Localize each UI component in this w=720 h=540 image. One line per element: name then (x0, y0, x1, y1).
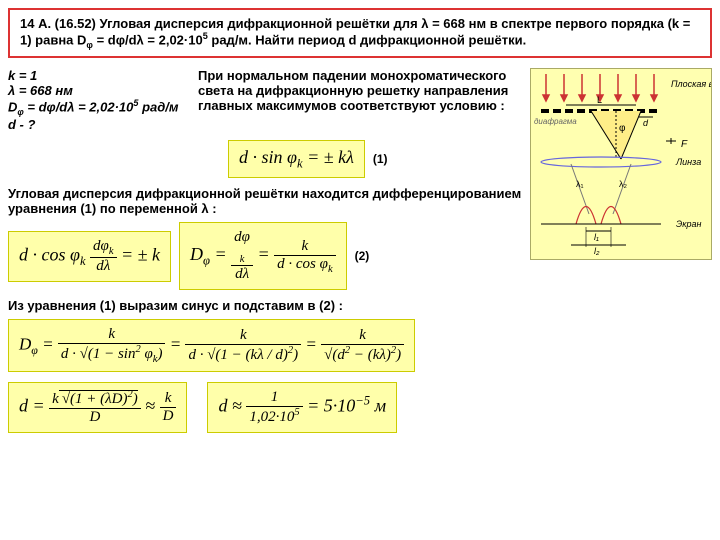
equation-2b: Dφ = dφkdλ = kd · cos φk (179, 222, 347, 290)
given-block: k = 1 λ = 668 нм Dφ = dφ/dλ = 2,02·105 р… (8, 68, 188, 132)
given-lambda: λ = 668 нм (8, 83, 188, 98)
equation-1: d · sin φk = ± kλ (228, 140, 365, 179)
problem-statement: 14 А. (16.52) Угловая дисперсия дифракци… (8, 8, 712, 58)
given-k: k = 1 (8, 68, 188, 83)
equation-5: d ≈ 11,02·105 = 5·10−5 м (207, 382, 397, 433)
problem-text-2: = dφ/dλ = 2,02·10 (97, 32, 203, 47)
problem-text-3: рад/м. Найти период d дифракционной решё… (211, 32, 526, 47)
eq1-label: (1) (373, 152, 388, 166)
eq2-label: (2) (355, 249, 370, 263)
problem-number: 14 А. (16.52) (20, 16, 96, 31)
text-3: Из уравнения (1) выразим синус и подстав… (8, 298, 712, 313)
svg-text:Экран: Экран (676, 219, 702, 229)
equation-3: Dφ = kd · √(1 − sin2 φk) = kd · √(1 − (k… (8, 319, 415, 372)
svg-text:диафрагма: диафрагма (534, 117, 577, 126)
svg-text:φ: φ (619, 123, 626, 134)
intro-text: При нормальном падении монохроматическог… (198, 68, 522, 132)
svg-text:Линза: Линза (675, 157, 701, 167)
svg-text:λ₁: λ₁ (576, 179, 584, 189)
svg-text:L: L (597, 95, 602, 105)
svg-text:F: F (681, 139, 688, 150)
equation-2a: d · cos φk dφkdλ = ± k (8, 231, 171, 282)
svg-text:l₂: l₂ (594, 246, 600, 256)
wave-label: Плоская волна (671, 79, 711, 89)
equation-4: d = k√(1 + (λD)2)D ≈ kD (8, 382, 187, 433)
svg-text:l₁: l₁ (594, 232, 599, 242)
svg-text:λ₂: λ₂ (619, 179, 628, 189)
given-find: d - ? (8, 117, 188, 132)
svg-text:d: d (643, 118, 649, 128)
given-D: Dφ = dφ/dλ = 2,02·105 рад/м (8, 98, 188, 117)
diffraction-diagram: Плоская волна диафрагма L d φ Линза F λ₁… (530, 68, 712, 260)
